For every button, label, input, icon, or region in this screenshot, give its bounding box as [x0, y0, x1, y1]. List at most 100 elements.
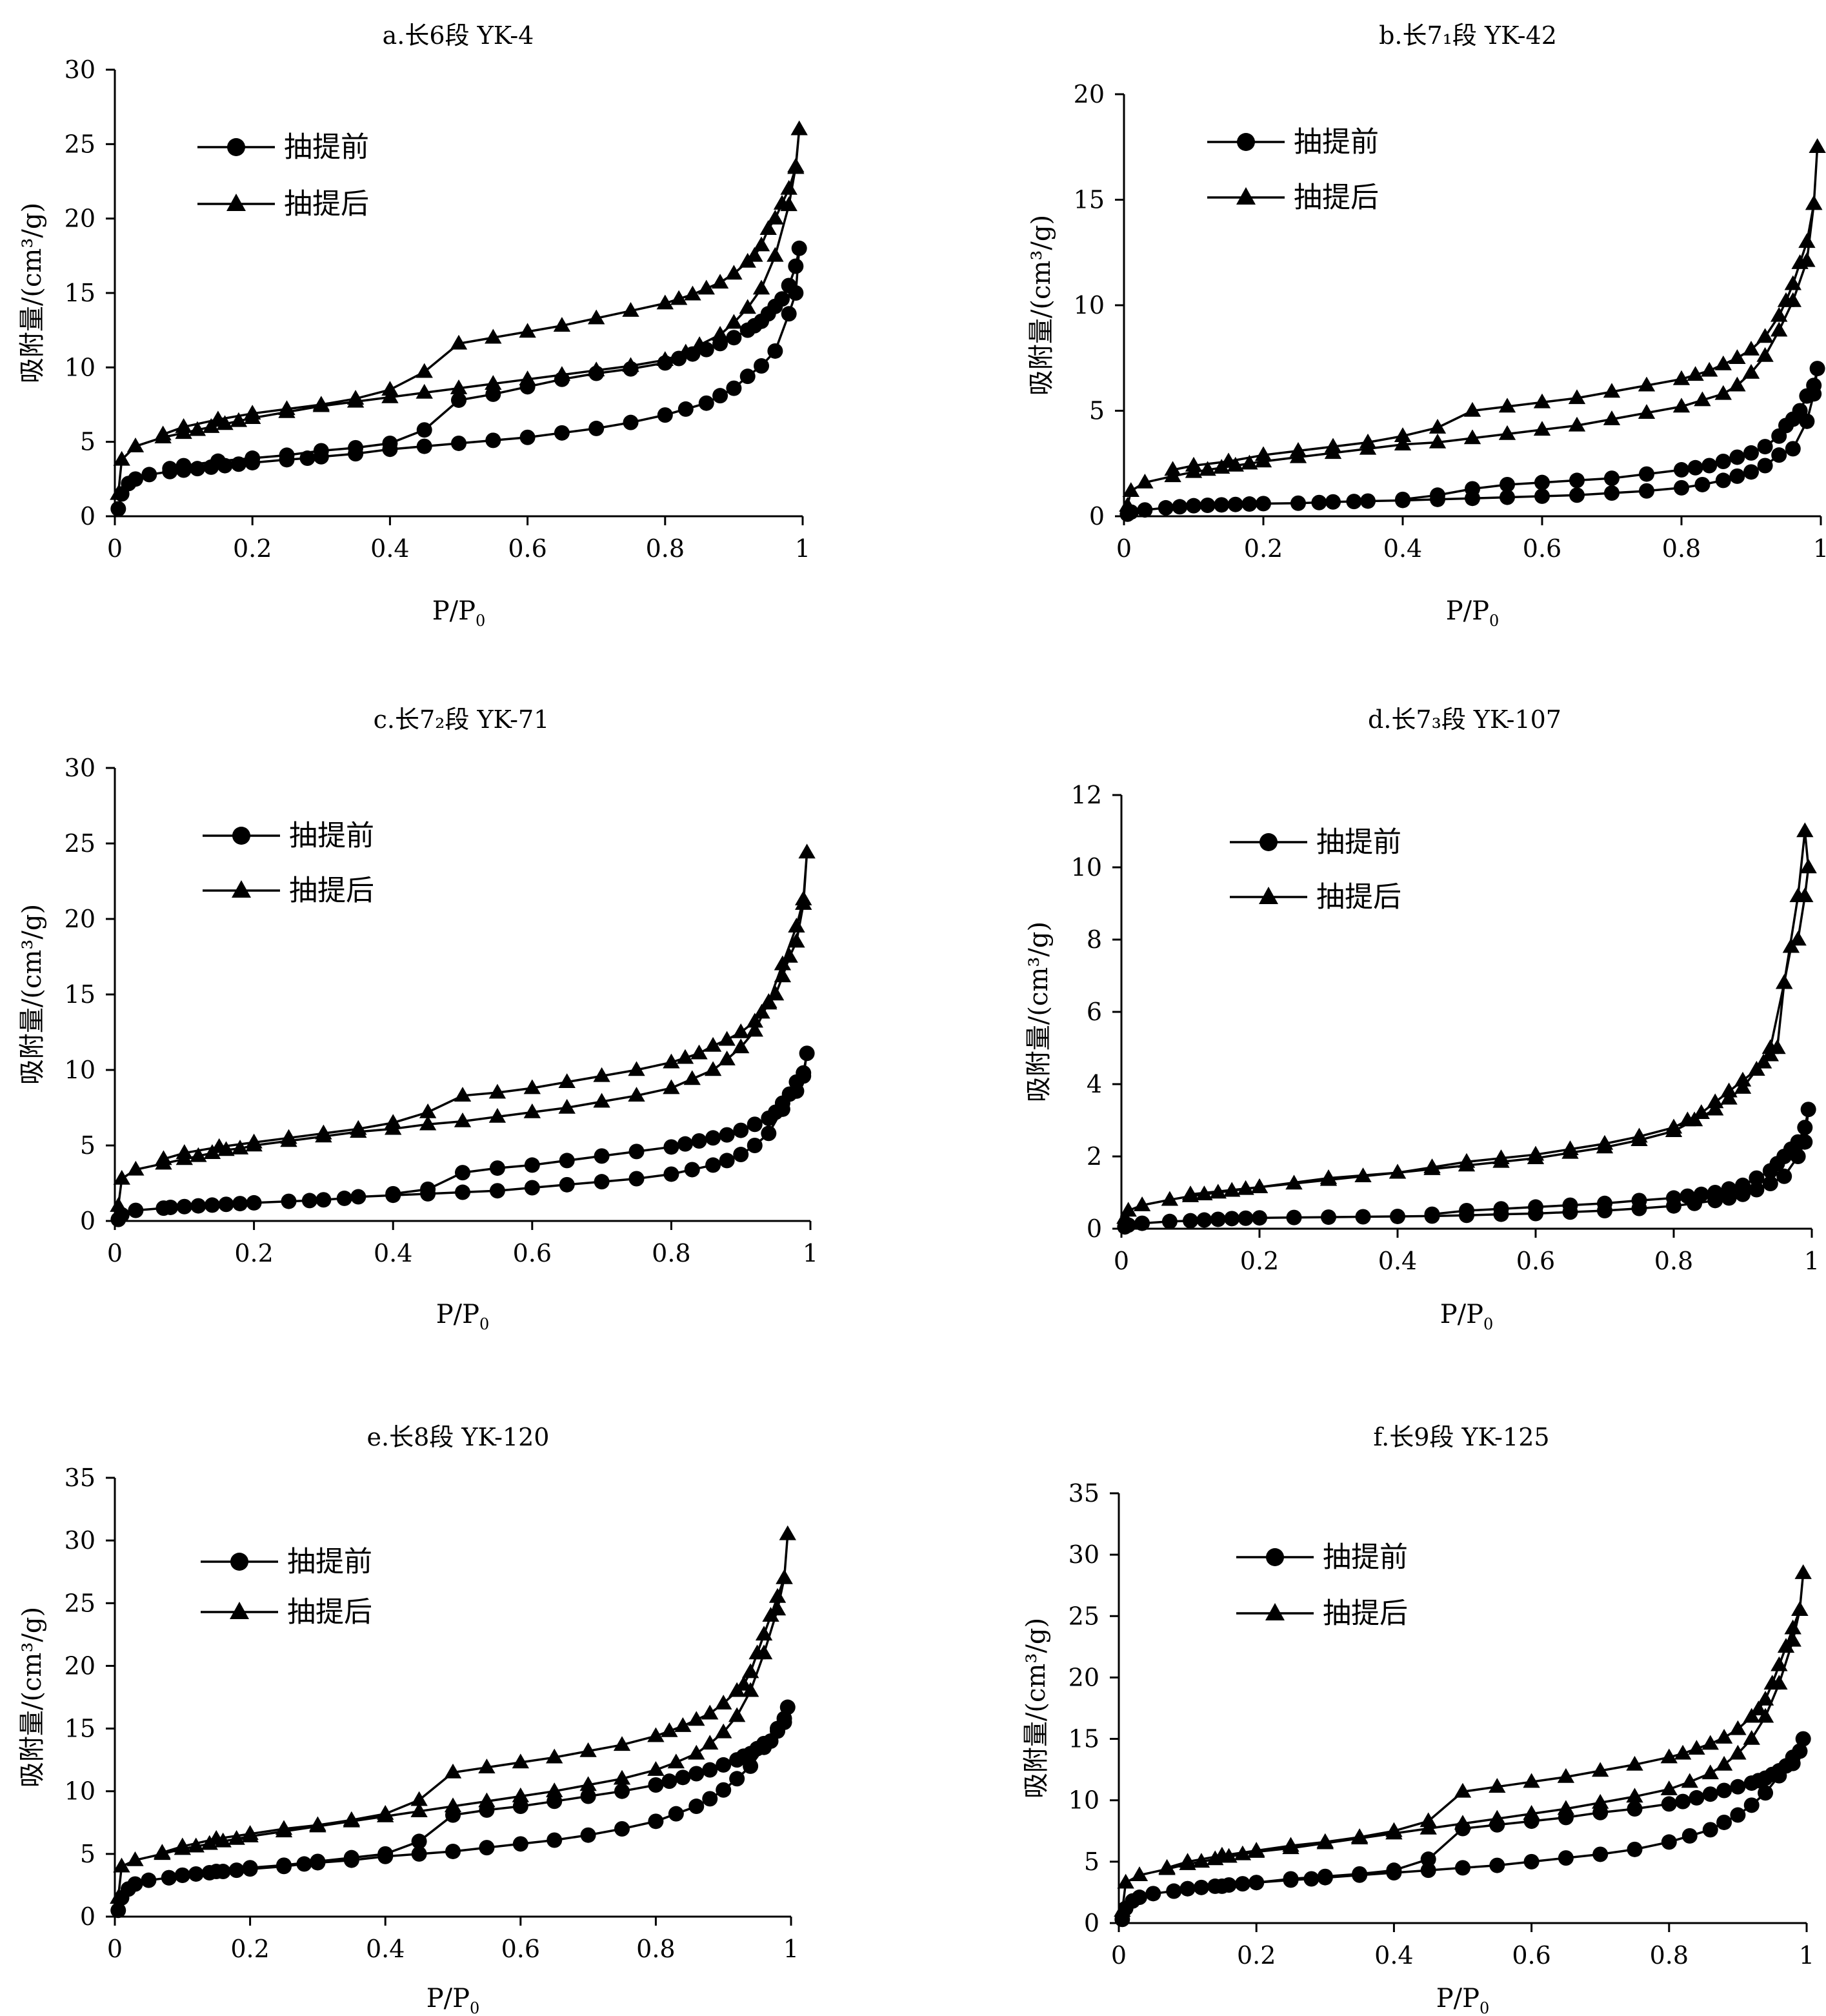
- data-point-before: [1749, 1182, 1765, 1198]
- data-point-after: [1237, 1180, 1254, 1195]
- data-point-after: [1729, 376, 1746, 392]
- data-point-after: [450, 379, 468, 394]
- data-point-before: [188, 1866, 204, 1882]
- data-point-before: [594, 1148, 610, 1164]
- data-point-after: [656, 294, 674, 310]
- data-point-after: [1119, 1202, 1137, 1217]
- data-point-after: [711, 325, 729, 341]
- x-tick-label: 0.8: [1650, 1941, 1689, 1970]
- x-tick-label: 0: [107, 534, 123, 563]
- data-point-after: [746, 1013, 763, 1028]
- data-point-after: [1777, 1638, 1795, 1653]
- legend-marker-before: [230, 1553, 248, 1571]
- data-point-after: [670, 290, 688, 305]
- data-point-after: [1196, 1185, 1213, 1201]
- data-point-after: [647, 1761, 665, 1776]
- data-point-after: [1660, 1748, 1678, 1764]
- data-point-after: [1199, 461, 1216, 476]
- x-tick-label: 1: [795, 534, 810, 563]
- data-point-after: [454, 1112, 472, 1127]
- data-point-after: [684, 285, 701, 301]
- data-point-after: [1359, 433, 1377, 449]
- legend-marker-before: [227, 138, 245, 156]
- data-point-after: [1385, 1822, 1403, 1837]
- data-point-before: [1360, 493, 1376, 509]
- data-point-after: [1394, 436, 1412, 451]
- data-point-before: [614, 1821, 630, 1837]
- data-point-after: [767, 210, 784, 225]
- data-point-before: [1604, 485, 1620, 501]
- data-point-after: [1498, 398, 1516, 413]
- data-point-after: [753, 1003, 770, 1019]
- data-point-before: [761, 1110, 777, 1126]
- data-point-after: [1672, 398, 1691, 413]
- data-point-after: [1557, 1768, 1575, 1783]
- data-point-after: [1720, 1082, 1738, 1098]
- data-point-after: [1756, 1691, 1774, 1706]
- x-axis-label-main: P/P: [426, 1984, 470, 2013]
- data-point-after: [228, 1830, 245, 1845]
- data-point-before: [580, 1827, 596, 1843]
- data-point-after: [1429, 419, 1447, 434]
- data-point-after: [1319, 1169, 1338, 1184]
- legend-marker-after: [230, 1602, 249, 1619]
- data-point-after: [725, 314, 743, 329]
- data-point-after: [674, 1717, 692, 1732]
- data-point-before: [677, 1136, 693, 1152]
- data-point-after: [690, 1044, 708, 1060]
- data-point-after: [1729, 349, 1746, 364]
- data-point-before: [455, 1165, 470, 1181]
- x-tick-label: 0.2: [234, 1239, 273, 1267]
- data-point-before: [479, 1840, 495, 1856]
- data-point-after: [1805, 195, 1823, 210]
- y-tick-label: 4: [1087, 1070, 1102, 1098]
- data-point-after: [450, 334, 468, 350]
- data-point-after: [154, 1844, 171, 1859]
- data-point-before: [190, 1198, 206, 1214]
- chart-title: a.长6段 YK-4: [383, 21, 534, 50]
- data-point-before: [788, 1074, 805, 1090]
- data-point-before: [232, 1196, 248, 1212]
- data-point-after: [1117, 1873, 1134, 1889]
- data-point-before: [1158, 499, 1174, 516]
- data-point-before: [445, 1843, 461, 1859]
- x-tick-label: 0.6: [508, 534, 547, 563]
- data-point-before: [455, 1184, 470, 1200]
- data-point-before: [1785, 441, 1801, 457]
- data-point-before: [1661, 1834, 1677, 1850]
- data-point-before: [1489, 1857, 1505, 1873]
- data-point-before: [1241, 496, 1258, 512]
- y-tick-label: 0: [1087, 1215, 1102, 1243]
- data-point-after: [1533, 421, 1551, 436]
- data-point-before: [1743, 445, 1759, 461]
- data-point-after: [798, 843, 816, 859]
- legend-label-after: 抽提后: [284, 188, 369, 221]
- data-point-before: [350, 1189, 366, 1205]
- y-tick-label: 0: [80, 502, 95, 530]
- data-point-before: [1743, 1775, 1760, 1791]
- data-point-after: [1533, 393, 1551, 408]
- data-point-after: [1791, 1601, 1809, 1617]
- data-point-before: [1562, 1197, 1578, 1213]
- data-point-before: [1523, 1853, 1540, 1870]
- x-tick-label: 0.4: [1383, 534, 1422, 563]
- data-point-before: [733, 1122, 749, 1138]
- y-tick-label: 20: [65, 905, 95, 933]
- data-point-after: [613, 1769, 631, 1785]
- data-point-after: [1282, 1837, 1299, 1852]
- data-point-before: [1283, 1871, 1299, 1887]
- data-point-after: [454, 1087, 472, 1102]
- data-point-before: [1386, 1862, 1402, 1879]
- x-tick-label: 1: [1799, 1941, 1814, 1970]
- data-point-after: [216, 415, 234, 430]
- data-point-after: [1158, 1859, 1176, 1874]
- data-point-after: [512, 1753, 529, 1769]
- data-point-before: [1161, 1213, 1178, 1229]
- data-point-after: [647, 1727, 665, 1742]
- data-point-before: [1681, 1828, 1698, 1844]
- data-point-after: [1800, 858, 1817, 874]
